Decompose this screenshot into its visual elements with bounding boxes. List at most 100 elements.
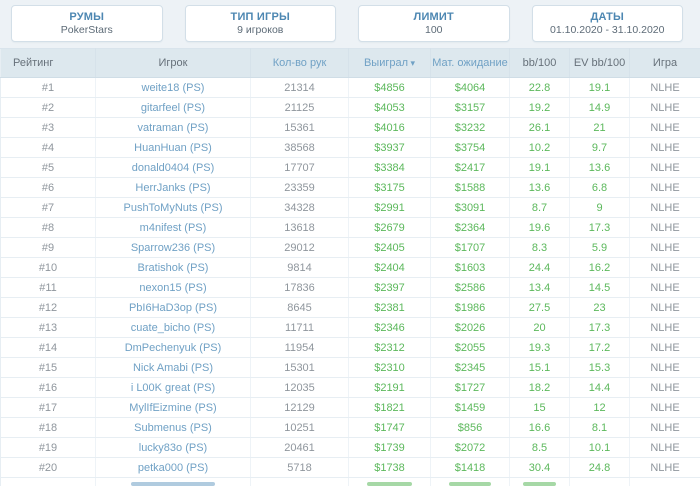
rank-cell: #6	[1, 178, 96, 198]
player-link[interactable]: DmPechenyuk (PS)	[125, 342, 222, 354]
player-cell: weite18 (PS)	[96, 78, 251, 98]
rank-cell: #5	[1, 158, 96, 178]
bb100-cell: 8.3	[510, 238, 570, 258]
player-link[interactable]: i L00K great (PS)	[131, 382, 215, 394]
bb100-cell: 24.4	[510, 258, 570, 278]
evbb100-cell: 9.7	[570, 138, 630, 158]
bb100-cell: 15	[510, 398, 570, 418]
bb100-cell: 19.3	[510, 338, 570, 358]
hands-cell: 15301	[251, 358, 349, 378]
hands-cell: 23359	[251, 178, 349, 198]
hands-cell: 8645	[251, 298, 349, 318]
rank-cell: #19	[1, 438, 96, 458]
player-link[interactable]: MylIfEizmine (PS)	[129, 402, 216, 414]
hands-cell: 21314	[251, 78, 349, 98]
column-header-ev_won[interactable]: Мат. ожидание	[431, 49, 510, 78]
filter-value: 100	[425, 24, 443, 37]
column-header-won[interactable]: Выиграл ▾	[349, 49, 431, 78]
hands-cell: 38568	[251, 138, 349, 158]
sort-desc-icon: ▾	[408, 58, 415, 68]
player-link[interactable]: vatraman (PS)	[138, 122, 209, 134]
bb100-cell: 27.5	[510, 298, 570, 318]
player-link[interactable]: Sparrow236 (PS)	[131, 242, 215, 254]
player-cell: gitarfeel (PS)	[96, 98, 251, 118]
player-link[interactable]: petka000 (PS)	[138, 462, 208, 474]
player-link[interactable]: PushToMyNuts (PS)	[123, 202, 222, 214]
game-cell: NLHE	[630, 78, 700, 98]
filter-title: ТИП ИГРЫ	[231, 11, 290, 24]
player-cell: MylIfEizmine (PS)	[96, 398, 251, 418]
game-cell: NLHE	[630, 398, 700, 418]
won-cell: $2404	[349, 258, 431, 278]
game-cell: NLHE	[630, 278, 700, 298]
rank-cell: #1	[1, 78, 96, 98]
player-link[interactable]: gitarfeel (PS)	[141, 102, 205, 114]
rank-cell: #4	[1, 138, 96, 158]
player-link[interactable]: Submenus (PS)	[134, 422, 212, 434]
player-cell: Sparrow236 (PS)	[96, 238, 251, 258]
player-link[interactable]: PbI6HaD3op (PS)	[129, 302, 217, 314]
game-cell: NLHE	[630, 258, 700, 278]
evbb100-cell: 23	[570, 298, 630, 318]
player-link[interactable]: HuanHuan (PS)	[134, 142, 212, 154]
game-cell: NLHE	[630, 338, 700, 358]
game-cell: NLHE	[630, 158, 700, 178]
ev_won-cell: $2364	[431, 218, 510, 238]
evbb100-cell: 24.8	[570, 458, 630, 478]
rank-cell: #3	[1, 118, 96, 138]
player-link[interactable]: weite18 (PS)	[142, 82, 205, 94]
column-header-bb100: bb/100	[510, 49, 570, 78]
evbb100-cell: 14.4	[570, 378, 630, 398]
rank-cell: #2	[1, 98, 96, 118]
column-header-label: Игрок	[159, 57, 188, 69]
game-cell: NLHE	[630, 218, 700, 238]
game-cell: NLHE	[630, 378, 700, 398]
hands-cell: 5718	[251, 458, 349, 478]
partial-cell	[251, 478, 349, 486]
player-link[interactable]: donald0404 (PS)	[132, 162, 215, 174]
won-cell: $2312	[349, 338, 431, 358]
ev_won-cell: $2586	[431, 278, 510, 298]
game-cell: NLHE	[630, 98, 700, 118]
player-link[interactable]: cuate_bicho (PS)	[131, 322, 215, 334]
column-header-label: EV bb/100	[574, 57, 625, 69]
bb100-cell: 13.4	[510, 278, 570, 298]
won-cell: $2679	[349, 218, 431, 238]
player-link[interactable]: HerrJanks (PS)	[135, 182, 210, 194]
won-cell: $2397	[349, 278, 431, 298]
player-link[interactable]: lucky83o (PS)	[139, 442, 207, 454]
player-link[interactable]: m4nifest (PS)	[140, 222, 207, 234]
won-cell: $1738	[349, 458, 431, 478]
bb100-cell: 8.5	[510, 438, 570, 458]
column-header-rank: Рейтинг	[1, 49, 96, 78]
player-link[interactable]: nexon15 (PS)	[139, 282, 206, 294]
rank-cell: #7	[1, 198, 96, 218]
table-row-partial	[1, 478, 700, 486]
hands-cell: 17707	[251, 158, 349, 178]
bb100-cell: 22.8	[510, 78, 570, 98]
evbb100-cell: 12	[570, 398, 630, 418]
player-link[interactable]: Nick Amabi (PS)	[133, 362, 213, 374]
rank-cell: #12	[1, 298, 96, 318]
filter-value: 9 игроков	[237, 24, 283, 37]
column-header-hands[interactable]: Кол-во рук	[251, 49, 349, 78]
player-cell: PbI6HaD3op (PS)	[96, 298, 251, 318]
won-cell: $4053	[349, 98, 431, 118]
game-cell: NLHE	[630, 138, 700, 158]
column-header-label: Мат. ожидание	[432, 57, 507, 69]
won-cell: $2346	[349, 318, 431, 338]
game-cell: NLHE	[630, 318, 700, 338]
game-cell: NLHE	[630, 458, 700, 478]
partial-cell	[1, 478, 96, 486]
player-cell: cuate_bicho (PS)	[96, 318, 251, 338]
player-link[interactable]: Bratishok (PS)	[138, 262, 209, 274]
